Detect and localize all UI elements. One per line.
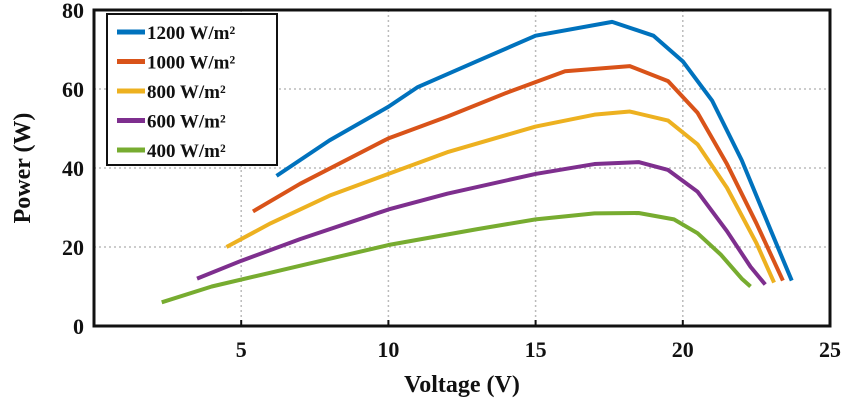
series-line-3 [196, 160, 767, 286]
legend-label: 600 W/m² [147, 112, 226, 133]
y-axis-label: Power (W) [10, 113, 36, 224]
x-tick-label: 5 [236, 337, 247, 362]
series-line-1 [251, 64, 785, 282]
plot-frame [92, 8, 832, 328]
legend-label: 400 W/m² [147, 141, 226, 162]
legend-label: 1200 W/m² [147, 23, 236, 44]
y-tick-label: 80 [62, 0, 84, 23]
x-tick-label: 10 [377, 337, 399, 362]
x-axis-label: Voltage (V) [404, 372, 520, 398]
legend-label: 1000 W/m² [147, 53, 236, 74]
x-tick-label: 15 [525, 337, 547, 362]
y-tick-label: 20 [62, 235, 84, 260]
y-tick-label: 0 [73, 314, 84, 339]
legend-label: 800 W/m² [147, 82, 226, 103]
legend: 1200 W/m² 1000 W/m² 800 W/m² 600 W/m² 400 W/… [106, 13, 278, 166]
x-tick-label: 20 [672, 337, 694, 362]
y-tick-label: 40 [62, 156, 84, 181]
tick-labels: 5 10 15 20 25 0 20 40 60 80 [62, 0, 841, 362]
series-line-2 [225, 109, 776, 284]
series-line-4 [161, 211, 752, 305]
x-tick-label: 25 [819, 337, 841, 362]
series-line-0 [275, 19, 794, 282]
y-tick-label: 60 [62, 77, 84, 102]
series-lines [161, 19, 794, 305]
